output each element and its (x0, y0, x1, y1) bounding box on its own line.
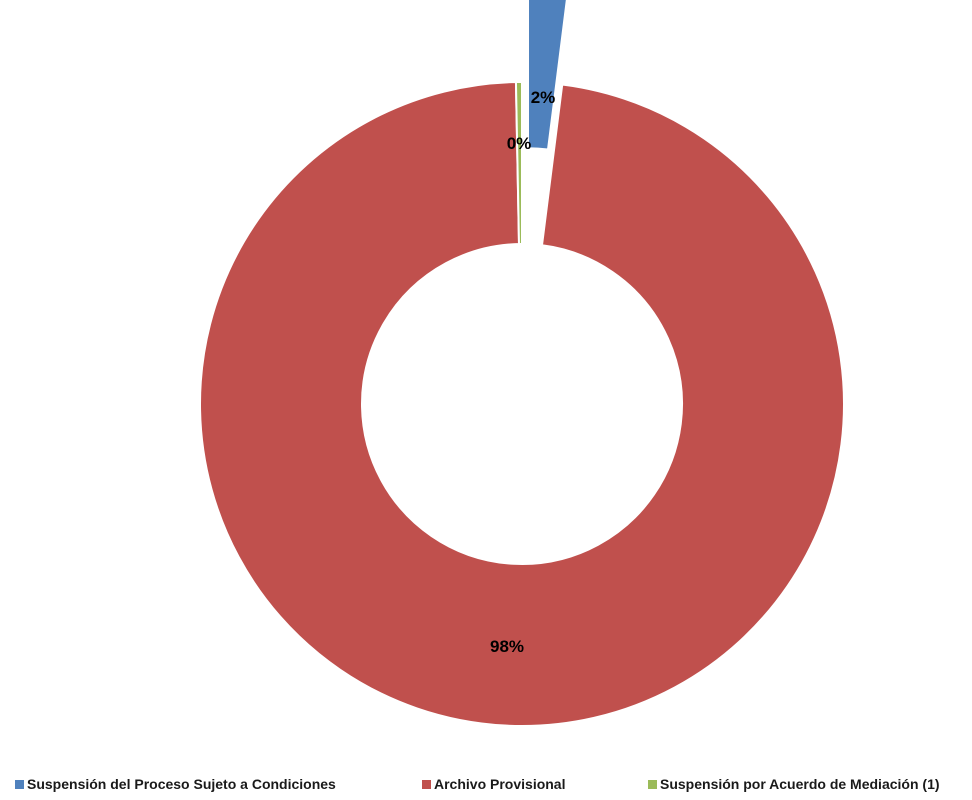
legend: Suspensión del Proceso Sujeto a Condicio… (0, 776, 972, 796)
donut-chart: 2% 98% 0% (199, 0, 845, 727)
legend-swatch-suspension-mediacion (648, 779, 657, 789)
legend-item-suspension-mediacion: Suspensión por Acuerdo de Mediación (1) (648, 776, 940, 792)
data-label-suspension-mediacion: 0% (507, 134, 532, 153)
slice-suspension-proceso (527, 0, 568, 151)
data-label-archivo-provisional: 98% (490, 637, 524, 656)
legend-label-suspension-mediacion: Suspensión por Acuerdo de Mediación (1) (660, 776, 940, 792)
slice-archivo-provisional (199, 81, 845, 727)
legend-item-suspension-proceso: Suspensión del Proceso Sujeto a Condicio… (15, 776, 336, 792)
legend-label-archivo-provisional: Archivo Provisional (434, 776, 566, 792)
legend-item-archivo-provisional: Archivo Provisional (422, 776, 565, 792)
legend-swatch-suspension-proceso (15, 779, 24, 789)
legend-label-suspension-proceso: Suspensión del Proceso Sujeto a Condicio… (27, 776, 336, 792)
data-label-suspension-proceso: 2% (531, 88, 556, 107)
slice-suspension-mediacion (514, 80, 523, 246)
legend-swatch-archivo-provisional (422, 779, 431, 789)
